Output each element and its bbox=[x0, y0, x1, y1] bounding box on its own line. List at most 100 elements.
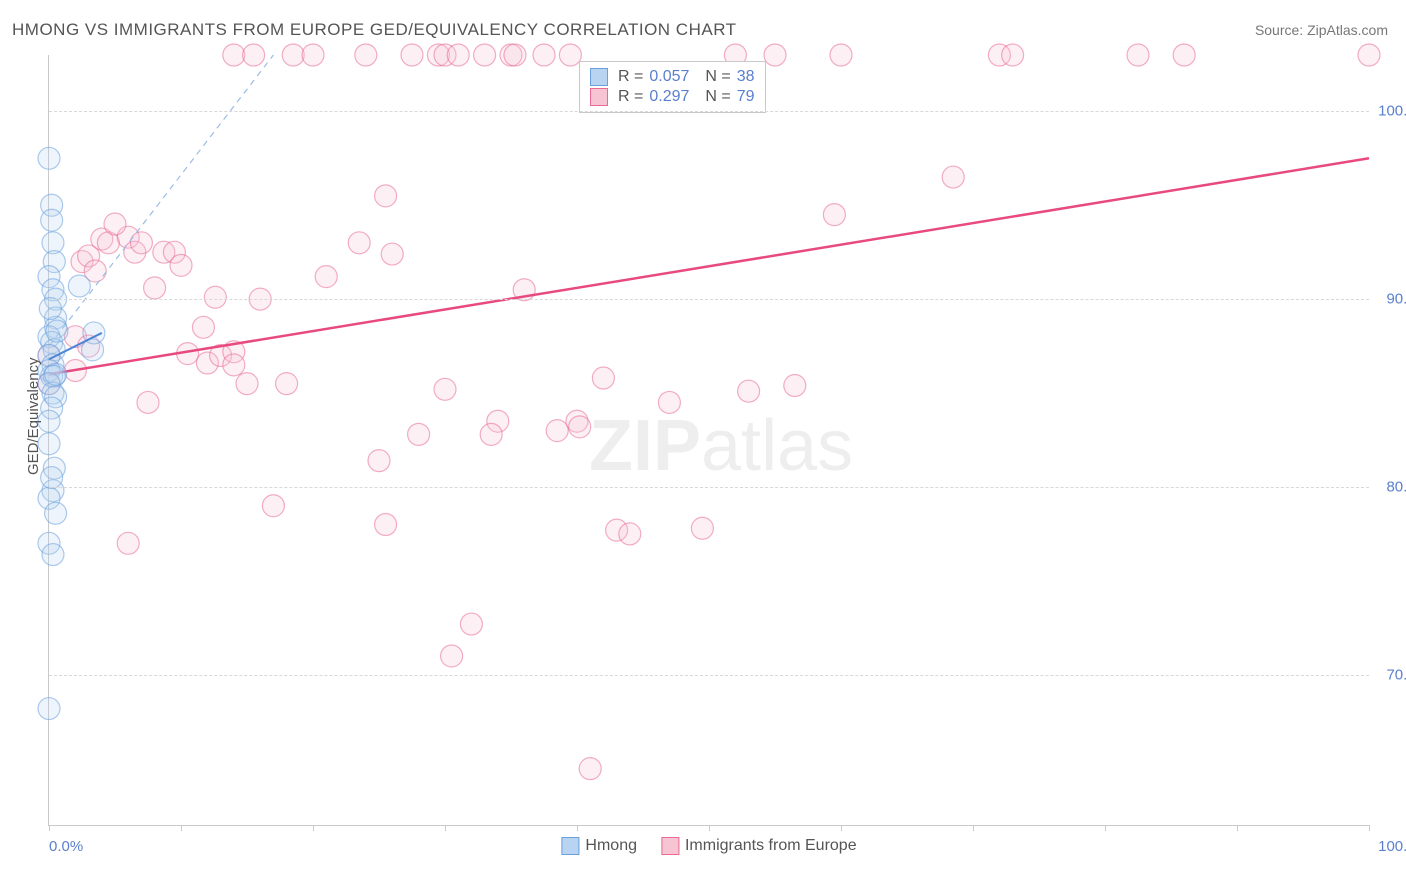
data-point bbox=[381, 243, 403, 265]
legend-n-label: N = bbox=[705, 68, 730, 86]
x-tick bbox=[49, 825, 50, 831]
y-tick-label: 100.0% bbox=[1378, 103, 1406, 120]
data-point bbox=[130, 232, 152, 254]
x-tick bbox=[313, 825, 314, 831]
data-point bbox=[192, 316, 214, 338]
legend-series-label: Immigrants from Europe bbox=[685, 837, 857, 855]
legend-series-label: Hmong bbox=[585, 837, 637, 855]
data-point bbox=[46, 320, 68, 342]
data-point bbox=[1173, 44, 1195, 66]
data-point bbox=[41, 209, 63, 231]
data-point bbox=[579, 758, 601, 780]
x-tick bbox=[445, 825, 446, 831]
data-point bbox=[441, 645, 463, 667]
x-axis-max-label: 100.0% bbox=[1378, 838, 1406, 855]
data-point bbox=[302, 44, 324, 66]
legend-swatch bbox=[561, 837, 579, 855]
x-tick bbox=[973, 825, 974, 831]
data-point bbox=[42, 544, 64, 566]
data-point bbox=[38, 698, 60, 720]
x-tick bbox=[181, 825, 182, 831]
data-point bbox=[45, 363, 67, 385]
data-point bbox=[41, 467, 63, 489]
x-tick bbox=[709, 825, 710, 831]
data-point bbox=[447, 44, 469, 66]
data-point bbox=[1002, 44, 1024, 66]
ci-line bbox=[49, 55, 273, 346]
data-point bbox=[170, 254, 192, 276]
data-point bbox=[355, 44, 377, 66]
source-attribution: Source: ZipAtlas.com bbox=[1255, 22, 1388, 38]
x-tick bbox=[577, 825, 578, 831]
data-point bbox=[368, 450, 390, 472]
legend-row: R = 0.297 N = 79 bbox=[590, 88, 755, 106]
data-point bbox=[533, 44, 555, 66]
legend-r-value: 0.057 bbox=[649, 68, 689, 86]
legend-n-value: 79 bbox=[737, 88, 755, 106]
y-tick-label: 90.0% bbox=[1386, 291, 1406, 308]
gridline bbox=[49, 487, 1369, 488]
correlation-legend: R = 0.057N = 38R = 0.297N = 79 bbox=[579, 61, 766, 113]
data-point bbox=[1358, 44, 1380, 66]
data-point bbox=[401, 44, 423, 66]
data-point bbox=[408, 423, 430, 445]
data-point bbox=[480, 423, 502, 445]
x-tick bbox=[1237, 825, 1238, 831]
data-point bbox=[104, 213, 126, 235]
legend-r-label: R = bbox=[618, 88, 643, 106]
data-point bbox=[137, 391, 159, 413]
plot-area: GED/Equivalency ZIPatlas R = 0.057N = 38… bbox=[48, 55, 1369, 826]
legend-r-label: R = bbox=[618, 68, 643, 86]
data-point bbox=[375, 514, 397, 536]
gridline bbox=[49, 675, 1369, 676]
data-point bbox=[460, 613, 482, 635]
data-point bbox=[738, 380, 760, 402]
series-legend: Hmong Immigrants from Europe bbox=[561, 837, 856, 855]
x-tick bbox=[1105, 825, 1106, 831]
data-point bbox=[658, 391, 680, 413]
data-point bbox=[504, 44, 526, 66]
x-tick bbox=[841, 825, 842, 831]
data-point bbox=[569, 416, 591, 438]
data-point bbox=[223, 354, 245, 376]
data-point bbox=[823, 204, 845, 226]
y-axis-title: GED/Equivalency bbox=[25, 357, 42, 475]
gridline bbox=[49, 299, 1369, 300]
data-point bbox=[619, 523, 641, 545]
data-point bbox=[282, 44, 304, 66]
data-point bbox=[236, 373, 258, 395]
data-point bbox=[243, 44, 265, 66]
legend-swatch bbox=[590, 88, 608, 106]
y-tick-label: 70.0% bbox=[1386, 666, 1406, 683]
y-tick-label: 80.0% bbox=[1386, 478, 1406, 495]
legend-swatch bbox=[661, 837, 679, 855]
x-tick bbox=[1369, 825, 1370, 831]
data-point bbox=[434, 378, 456, 400]
legend-swatch bbox=[590, 68, 608, 86]
chart-title: HMONG VS IMMIGRANTS FROM EUROPE GED/EQUI… bbox=[12, 20, 737, 40]
data-point bbox=[68, 275, 90, 297]
data-point bbox=[691, 517, 713, 539]
gridline bbox=[49, 111, 1369, 112]
trend-line bbox=[49, 158, 1369, 374]
data-point bbox=[223, 44, 245, 66]
x-axis-min-label: 0.0% bbox=[49, 838, 83, 855]
data-point bbox=[830, 44, 852, 66]
data-point bbox=[474, 44, 496, 66]
data-point bbox=[276, 373, 298, 395]
data-point bbox=[1127, 44, 1149, 66]
data-point bbox=[262, 495, 284, 517]
legend-r-value: 0.297 bbox=[649, 88, 689, 106]
data-point bbox=[204, 286, 226, 308]
data-point bbox=[117, 532, 139, 554]
data-point bbox=[315, 266, 337, 288]
data-point bbox=[38, 147, 60, 169]
legend-item: Immigrants from Europe bbox=[661, 837, 857, 855]
scatter-svg bbox=[49, 55, 1369, 825]
data-point bbox=[592, 367, 614, 389]
data-point bbox=[348, 232, 370, 254]
data-point bbox=[144, 277, 166, 299]
legend-n-label: N = bbox=[705, 88, 730, 106]
data-point bbox=[375, 185, 397, 207]
legend-row: R = 0.057N = 38 bbox=[590, 68, 755, 86]
